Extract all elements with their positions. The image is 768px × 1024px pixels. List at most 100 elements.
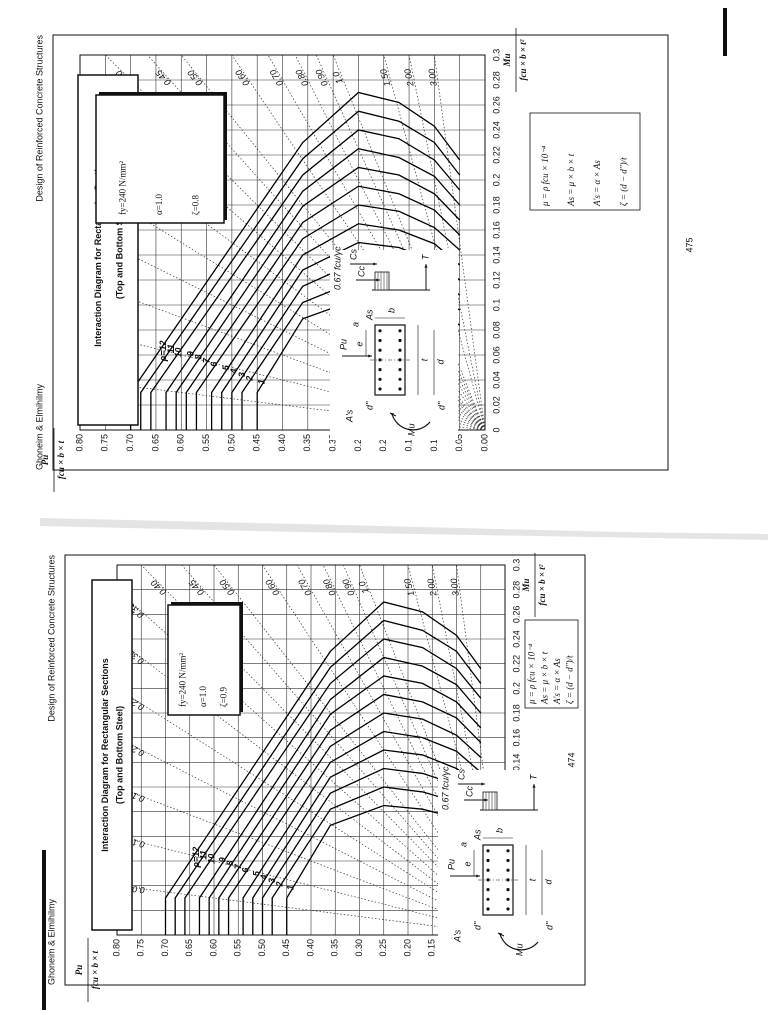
x-tick-label: 0.26	[511, 606, 521, 624]
interaction-curve	[208, 675, 482, 935]
curve-label: 7	[233, 863, 243, 869]
sketch-label: d	[435, 359, 445, 365]
rebar	[378, 387, 382, 391]
axis-label-denominator: fcu × b × t²	[537, 564, 547, 605]
page-fold	[40, 518, 768, 540]
axis-label-denominator: fcu × b × t	[90, 950, 100, 989]
y-tick-label: 0.25	[378, 939, 388, 957]
arrow-head	[368, 354, 372, 358]
curve-label: 10	[174, 348, 184, 358]
sketch-label: 0.67 fcu/γc	[332, 246, 342, 290]
y-tick-label: 0.60	[176, 434, 186, 452]
parameter-box	[95, 94, 225, 224]
curve-label: 4	[229, 369, 239, 375]
y-tick-label: 0.45	[281, 939, 291, 957]
formula: ζ = (d − d'')/t	[618, 157, 628, 206]
x-tick-label: 0.24	[511, 630, 521, 648]
x-tick-label: 0.3	[491, 49, 501, 62]
x-tick-label: 0.14	[511, 754, 521, 772]
y-tick-label: 0.15	[403, 434, 413, 452]
diagram-subtitle: (Top and Bottom Steel)	[114, 201, 124, 299]
sketch-label: Cs	[348, 249, 358, 260]
curve-label: ρ=12	[158, 341, 168, 363]
x-tick-label: 0.2	[511, 682, 521, 695]
curve-label: 2	[274, 881, 284, 887]
y-tick-label: 0.00	[479, 434, 489, 452]
axis-label-numerator: Mu	[502, 53, 512, 67]
eccentricity-label: 2.00	[402, 68, 415, 88]
curve-label: 10	[206, 854, 216, 864]
parameter: α=1.0	[198, 685, 208, 707]
y-tick-label: 0.65	[150, 434, 160, 452]
rebar	[398, 329, 402, 333]
eccentricity-line	[79, 329, 486, 431]
running-head-author: Ghoneim & Elmihilmy	[46, 898, 56, 985]
sketch-label: a	[350, 322, 360, 327]
arrow-head	[373, 262, 377, 266]
curve-label: 6	[240, 867, 250, 873]
x-tick-label: 0.28	[511, 581, 521, 599]
y-tick-label: 0.80	[74, 434, 84, 452]
eccentricity-line	[79, 379, 486, 431]
page-number: 475	[684, 237, 694, 252]
book-page: Ghoneim & Elmihilmy Design of Reinforced …	[34, 28, 694, 492]
x-tick-label: 0.16	[511, 729, 521, 747]
rebar	[378, 329, 382, 333]
eccentricity-line	[116, 786, 506, 936]
curve-label: ρ=12	[191, 847, 201, 869]
x-tick-label: 0.08	[491, 321, 501, 339]
rebar	[506, 868, 510, 872]
curve-label: 5	[252, 870, 262, 876]
arrow-head	[484, 798, 488, 802]
rebar	[398, 367, 402, 372]
book-page: Ghoneim & Elmihilmy Design of Reinforced …	[46, 553, 586, 1002]
y-tick-label: 0.75	[136, 939, 146, 957]
sketch-label: 0.67 fcu/γc	[440, 766, 450, 810]
y-tick-label: 0.80	[111, 939, 121, 957]
formula-box	[524, 619, 579, 709]
rebar	[486, 868, 490, 872]
section-sketch: Pu A's d'' e a As b t d d'' Mu 0.67 fcu/γc Cs Cc T	[330, 246, 458, 440]
y-tick-label: 0.55	[201, 434, 211, 452]
axis-label-denominator: fcu × b × t	[56, 440, 66, 479]
curve-label: 8	[193, 355, 203, 360]
eccentricity-label: 3.00	[427, 68, 439, 87]
formula: A's = α × As	[552, 658, 562, 705]
rebar	[486, 897, 490, 901]
y-tick-label: 0.45	[252, 434, 262, 452]
sketch-label: As	[472, 829, 482, 841]
sketch-label: A's	[344, 409, 354, 423]
y-tick-label: 0.05	[454, 434, 464, 452]
diagram-title: Interaction Diagram for Rectangular Sect…	[100, 658, 110, 852]
sketch-label: d''	[364, 401, 374, 410]
interaction-curve	[165, 148, 461, 430]
axis-label-denominator: fcu × b × t²	[518, 39, 528, 80]
eccentricity-line	[116, 589, 506, 936]
sketch-label: b	[386, 308, 396, 313]
curve-label: 5	[221, 364, 231, 370]
rebar	[378, 338, 382, 343]
curve-label: 9	[186, 351, 196, 356]
x-tick-label: 0.3	[511, 559, 521, 572]
rebar	[506, 887, 510, 892]
curve-label: 6	[209, 361, 219, 367]
eccentricity-line	[141, 564, 506, 936]
formula: μ = ρ fcu × 10⁻⁴	[527, 644, 537, 705]
parameter: α=1.0	[154, 193, 164, 215]
y-tick-label: 0.75	[100, 434, 110, 452]
sketch-label: e	[354, 341, 364, 346]
arrow-head	[481, 782, 485, 786]
x-tick-label: 0.1	[491, 299, 501, 312]
running-head-author: Ghoneim & Elmihilmy	[34, 383, 44, 470]
interaction-curve	[198, 656, 482, 935]
interaction-curve	[185, 185, 461, 430]
x-tick-label: 0.16	[491, 221, 501, 239]
interaction-curve	[210, 223, 461, 430]
rebar	[398, 377, 402, 381]
rebar	[398, 387, 402, 391]
y-tick-label: 0.40	[305, 939, 315, 957]
y-tick-label: 0.35	[330, 939, 340, 957]
y-tick-label: 0.30	[328, 434, 338, 452]
sketch-label: T	[528, 773, 538, 780]
sketch-label: d''	[436, 401, 446, 410]
